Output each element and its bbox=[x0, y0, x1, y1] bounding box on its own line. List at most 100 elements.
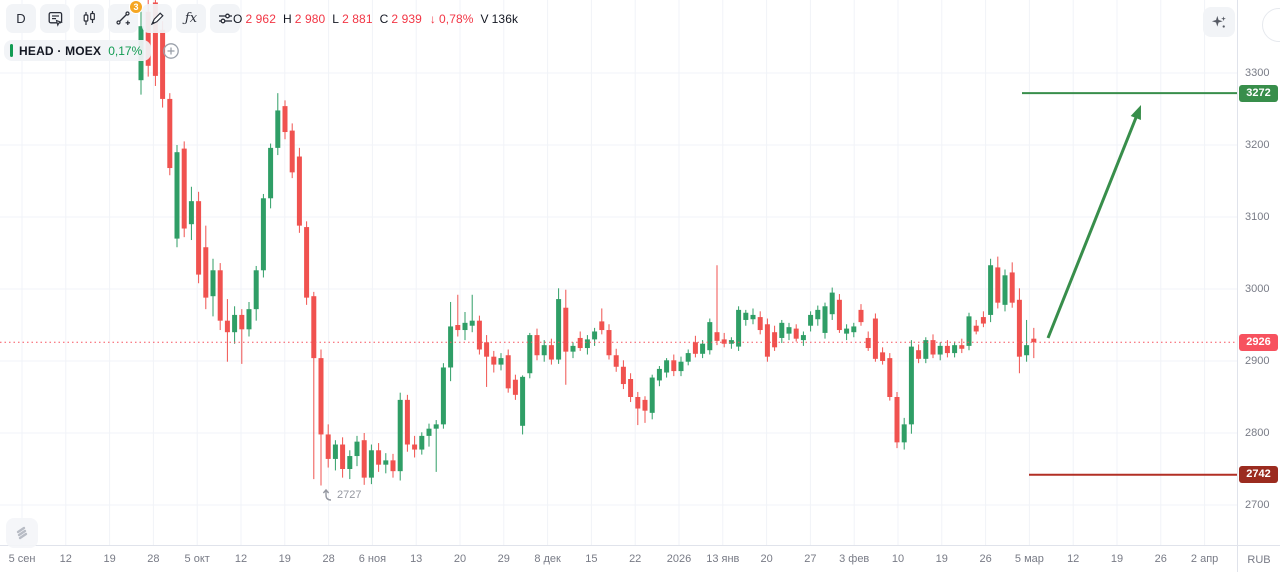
last-price-line-badge[interactable]: 2926 bbox=[1239, 333, 1278, 351]
candle-body bbox=[505, 355, 511, 389]
candle-body bbox=[556, 299, 562, 360]
candle-body bbox=[678, 361, 684, 372]
candle-body bbox=[203, 247, 209, 298]
time-tick-label: 28 bbox=[147, 553, 160, 565]
trendline-icon bbox=[115, 11, 130, 25]
time-tick-label: 13 янв bbox=[706, 553, 740, 565]
candle-body bbox=[800, 335, 806, 341]
candle-body bbox=[822, 306, 828, 333]
trendline-tool-button[interactable]: 3 bbox=[108, 0, 143, 33]
time-tick-label: 2 апр bbox=[1190, 553, 1219, 565]
ai-assistant-button[interactable] bbox=[1203, 7, 1235, 37]
time-tick-label: 29 bbox=[497, 553, 510, 565]
brush-tool-button[interactable] bbox=[142, 4, 172, 33]
candle-body bbox=[563, 307, 569, 352]
add-compare-button[interactable] bbox=[162, 42, 180, 60]
candle-body bbox=[419, 435, 425, 450]
time-tick-label: 19 bbox=[278, 553, 291, 565]
chart-type-button[interactable] bbox=[74, 4, 104, 33]
candle-body bbox=[808, 314, 814, 326]
candle-body bbox=[282, 106, 288, 133]
time-tick-label: 12 bbox=[59, 553, 72, 565]
candle-body bbox=[548, 345, 554, 360]
candle-body bbox=[736, 309, 742, 347]
target-line-badge[interactable]: 3272 bbox=[1239, 84, 1278, 102]
candle-body bbox=[1024, 345, 1030, 356]
legend-change-value: 0,78% bbox=[439, 12, 474, 26]
time-tick-label: 27 bbox=[804, 553, 817, 565]
candle-body bbox=[361, 440, 367, 478]
sliders-icon bbox=[218, 13, 232, 24]
candle-body bbox=[412, 444, 418, 450]
candle-body bbox=[188, 201, 194, 225]
candle-body bbox=[872, 318, 878, 359]
price-tick-label: 2800 bbox=[1245, 427, 1270, 439]
low-annotation[interactable]: 2727 bbox=[322, 488, 361, 501]
candle-body bbox=[390, 460, 396, 472]
candle-body bbox=[829, 292, 835, 315]
legend-volume-value: 136k bbox=[491, 12, 519, 26]
candle-body bbox=[1009, 272, 1015, 303]
candle-body bbox=[224, 320, 230, 333]
candle-body bbox=[318, 358, 324, 435]
object-tree-button[interactable] bbox=[6, 518, 38, 548]
candle-body bbox=[916, 350, 922, 359]
time-axis[interactable]: RUB 5 сен 12 19 28 5 окт 12 19 28 6 ноя 13 20 29 8 д… bbox=[0, 545, 1280, 572]
legend-high-value: 2 980 bbox=[294, 12, 326, 26]
time-tick-label: 15 bbox=[585, 553, 598, 565]
symbol-pill[interactable]: HEAD · MOEX 0,17% bbox=[4, 40, 152, 61]
currency-label[interactable]: RUB bbox=[1237, 546, 1280, 572]
settings-button[interactable] bbox=[210, 4, 240, 33]
candle-body bbox=[714, 332, 720, 341]
symbol-name: HEAD · MOEX bbox=[19, 43, 102, 58]
legend-low-value: 2 881 bbox=[342, 12, 373, 26]
legend-volume-key: V bbox=[480, 12, 489, 26]
time-tick-label: 26 bbox=[979, 553, 992, 565]
candle-body bbox=[628, 379, 634, 397]
candle-body bbox=[404, 399, 410, 445]
template-icon[interactable] bbox=[40, 4, 70, 33]
candle-body bbox=[779, 322, 785, 338]
price-tick-label: 3300 bbox=[1245, 67, 1270, 79]
candle-body bbox=[426, 428, 432, 436]
candle-body bbox=[196, 201, 202, 275]
circle-plus-icon bbox=[163, 42, 180, 59]
indicators-button[interactable]: ƒx bbox=[176, 4, 206, 33]
time-tick-label: 20 bbox=[760, 553, 773, 565]
interval-button[interactable]: D bbox=[6, 4, 36, 33]
candle-body bbox=[685, 353, 691, 362]
layers-icon bbox=[16, 526, 28, 540]
candle-body bbox=[786, 327, 792, 334]
candle-body bbox=[217, 270, 223, 321]
time-tick-label: 3 фев bbox=[839, 553, 870, 565]
time-tick-label: 19 bbox=[935, 553, 948, 565]
candle-body bbox=[894, 397, 900, 443]
price-tick-label: 3000 bbox=[1245, 283, 1270, 295]
candle-body bbox=[275, 110, 281, 148]
candle-body bbox=[340, 444, 346, 469]
candle-body bbox=[836, 299, 842, 331]
candle-body bbox=[743, 312, 749, 320]
time-tick-label: 28 bbox=[322, 553, 335, 565]
candle-body bbox=[332, 444, 338, 459]
support-line-badge[interactable]: 2742 bbox=[1239, 466, 1278, 484]
candle-body bbox=[239, 314, 245, 330]
candle-body bbox=[541, 345, 547, 356]
time-tick-label: 8 дек bbox=[534, 553, 561, 565]
candle-body bbox=[325, 434, 331, 459]
candle-body bbox=[296, 156, 302, 226]
candle-body bbox=[210, 270, 216, 297]
candle-body bbox=[167, 98, 173, 169]
candle-body bbox=[815, 309, 821, 320]
candle-body bbox=[599, 321, 605, 331]
candle-body bbox=[656, 368, 662, 381]
candle-body bbox=[260, 198, 266, 271]
price-axis[interactable]: 3300 3200 3100 3000 2900 2800 2700 bbox=[1237, 0, 1280, 545]
candle-body bbox=[397, 399, 403, 472]
price-tick-label: 2900 bbox=[1245, 355, 1270, 367]
projection-arrow-line[interactable] bbox=[1046, 112, 1140, 339]
candle-body bbox=[944, 345, 950, 354]
